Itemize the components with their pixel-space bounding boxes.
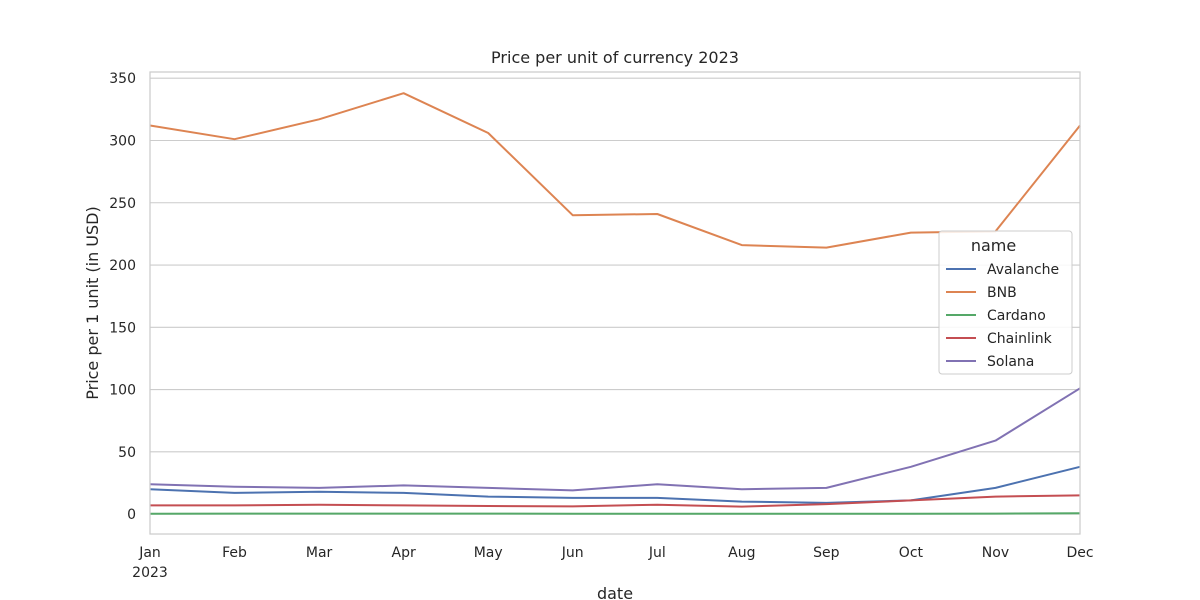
y-tick-label: 0 [127, 507, 136, 523]
x-tick-label: Oct [899, 545, 924, 561]
x-tick-label: Aug [728, 545, 755, 561]
legend-label: BNB [987, 285, 1017, 301]
y-tick-label: 350 [109, 71, 136, 87]
y-tick-label: 200 [109, 258, 136, 274]
y-axis-ticks: 0 50 100 150 200 250 300 350 [109, 71, 136, 523]
x-tick-label: Jun [561, 545, 584, 561]
x-tick-label: Nov [982, 545, 1009, 561]
x-axis-ticks: Jan Feb Mar Apr May Jun Jul Aug Sep Oct Nov Dec 2023 [132, 545, 1093, 581]
x-tick-label: Jan [138, 545, 161, 561]
x-axis-title: date [597, 584, 633, 600]
legend: name Avalanche BNB Cardano Chainlink Solana [938, 230, 1073, 375]
x-tick-label: Jul [648, 545, 666, 561]
x-tick-label: May [474, 545, 503, 561]
y-tick-label: 150 [109, 320, 136, 336]
x-year-label: 2023 [132, 565, 168, 581]
legend-label: Chainlink [987, 331, 1053, 347]
chart-title: Price per unit of currency 2023 [491, 48, 739, 67]
legend-title: name [971, 236, 1016, 255]
y-tick-label: 300 [109, 133, 136, 149]
series-line-cardano [149, 512, 1081, 515]
x-tick-label: Mar [306, 545, 333, 561]
x-tick-label: Feb [222, 545, 247, 561]
series-line-chainlink [150, 494, 1081, 508]
x-tick-label: Dec [1066, 545, 1093, 561]
legend-label: Avalanche [987, 262, 1059, 278]
series-line-bnb [149, 92, 1081, 249]
series-line-avalanche [149, 465, 1081, 504]
x-tick-label: Apr [392, 545, 416, 561]
y-tick-label: 50 [118, 445, 136, 461]
series-line-solana [149, 387, 1081, 492]
legend-label: Solana [987, 354, 1034, 370]
legend-label: Cardano [987, 308, 1046, 324]
y-axis-title: Price per 1 unit (in USD) [83, 206, 102, 399]
series-lines [149, 92, 1081, 515]
y-tick-label: 100 [109, 383, 136, 399]
grid-lines [150, 77, 1080, 515]
plot-frame [149, 71, 1081, 535]
x-tick-label: Sep [813, 545, 840, 561]
y-tick-label: 250 [109, 196, 136, 212]
